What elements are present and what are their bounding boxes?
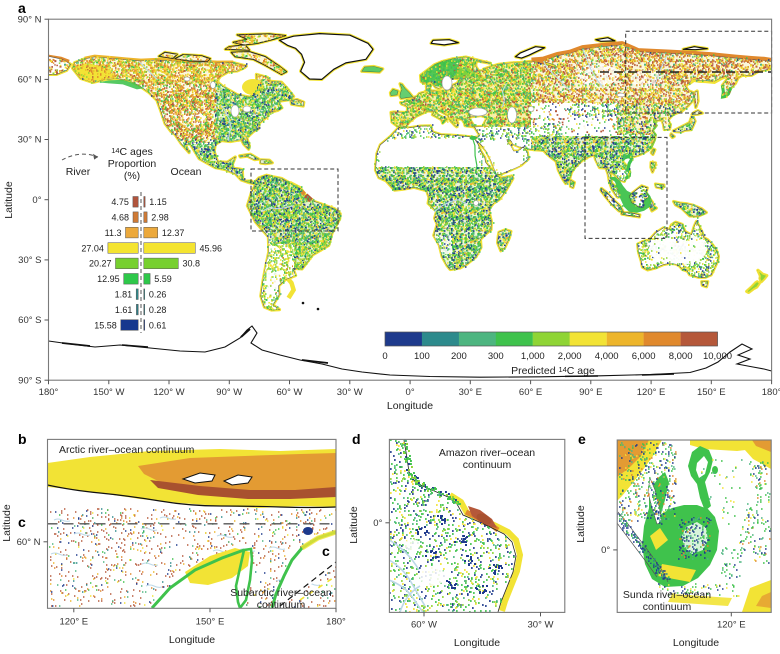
svg-text:30° W: 30° W [528, 619, 554, 630]
svg-text:180°: 180° [762, 387, 780, 398]
svg-text:Sunda river–ocean: Sunda river–ocean [623, 589, 711, 601]
svg-text:Latitude: Latitude [3, 181, 15, 219]
svg-text:2,000: 2,000 [558, 351, 582, 362]
svg-text:60° W: 60° W [411, 619, 437, 630]
svg-text:30° W: 30° W [337, 387, 363, 398]
svg-text:10,000: 10,000 [703, 351, 732, 362]
svg-text:150° E: 150° E [196, 616, 225, 627]
svg-text:60° N: 60° N [18, 75, 42, 86]
svg-text:90° N: 90° N [18, 14, 42, 25]
svg-text:20.27: 20.27 [89, 259, 112, 269]
svg-text:27.04: 27.04 [81, 243, 104, 253]
svg-text:Latitude: Latitude [1, 504, 13, 542]
svg-text:60° E: 60° E [519, 387, 542, 398]
svg-text:0°: 0° [32, 195, 41, 206]
svg-text:11.3: 11.3 [105, 228, 122, 238]
svg-text:180°: 180° [39, 387, 59, 398]
svg-text:Longitude: Longitude [454, 637, 500, 649]
svg-text:Longitude: Longitude [673, 637, 719, 649]
svg-text:c: c [18, 514, 26, 530]
svg-text:120° E: 120° E [59, 616, 88, 627]
svg-text:120° E: 120° E [717, 619, 746, 630]
svg-text:150° E: 150° E [697, 387, 726, 398]
svg-text:15.58: 15.58 [94, 320, 117, 330]
svg-text:continuum: continuum [257, 599, 306, 611]
svg-text:8,000: 8,000 [669, 351, 693, 362]
svg-text:0: 0 [382, 351, 387, 362]
svg-text:Longitude: Longitude [387, 400, 433, 412]
svg-text:1.61: 1.61 [115, 305, 133, 315]
svg-text:Arctic river–ocean continuum: Arctic river–ocean continuum [59, 444, 195, 456]
svg-text:2.98: 2.98 [151, 213, 169, 223]
svg-text:100: 100 [414, 351, 430, 362]
svg-text:continuum: continuum [643, 601, 692, 613]
svg-text:c: c [322, 543, 330, 559]
svg-text:12.95: 12.95 [97, 274, 120, 284]
svg-text:90° S: 90° S [18, 375, 41, 386]
svg-text:0.28: 0.28 [149, 305, 167, 315]
svg-text:b: b [18, 431, 27, 447]
svg-text:120° E: 120° E [637, 387, 666, 398]
svg-text:5.59: 5.59 [154, 274, 172, 284]
svg-text:90° E: 90° E [579, 387, 602, 398]
svg-text:45.96: 45.96 [200, 243, 223, 253]
svg-text:0°: 0° [373, 518, 382, 529]
svg-text:1.15: 1.15 [149, 197, 167, 207]
svg-text:Proportion: Proportion [108, 158, 157, 170]
svg-text:1,000: 1,000 [521, 351, 545, 362]
svg-text:Predicted 14C age: Predicted 14C age [511, 365, 595, 377]
svg-text:90° W: 90° W [216, 387, 242, 398]
svg-text:180°: 180° [326, 616, 346, 627]
svg-text:60° S: 60° S [18, 315, 41, 326]
svg-text:d: d [352, 431, 361, 447]
svg-text:4.68: 4.68 [111, 213, 129, 223]
svg-text:River: River [66, 166, 91, 178]
svg-text:150° W: 150° W [93, 387, 124, 398]
svg-text:200: 200 [451, 351, 467, 362]
svg-text:12.37: 12.37 [162, 228, 185, 238]
svg-text:1.81: 1.81 [115, 290, 133, 300]
svg-text:120° W: 120° W [153, 387, 184, 398]
svg-text:30.8: 30.8 [183, 259, 201, 269]
svg-text:14C ages: 14C ages [111, 146, 153, 158]
svg-text:Latitude: Latitude [348, 506, 360, 544]
svg-text:4,000: 4,000 [595, 351, 619, 362]
svg-text:continuum: continuum [463, 459, 512, 471]
svg-text:0.61: 0.61 [149, 320, 167, 330]
svg-text:30° S: 30° S [18, 255, 41, 266]
svg-text:Latitude: Latitude [575, 505, 587, 543]
svg-text:30° E: 30° E [459, 387, 482, 398]
svg-text:0.26: 0.26 [149, 290, 167, 300]
svg-text:6,000: 6,000 [632, 351, 656, 362]
svg-text:30° N: 30° N [18, 135, 42, 146]
svg-text:0°: 0° [601, 545, 610, 556]
svg-text:0°: 0° [406, 387, 415, 398]
svg-text:60° W: 60° W [277, 387, 303, 398]
svg-text:e: e [578, 431, 586, 447]
svg-text:a: a [18, 0, 26, 16]
svg-text:Subarctic river–ocean: Subarctic river–ocean [230, 587, 332, 599]
svg-text:4.75: 4.75 [111, 197, 129, 207]
svg-text:Ocean: Ocean [171, 166, 202, 178]
svg-text:300: 300 [488, 351, 504, 362]
svg-text:60° N: 60° N [17, 537, 41, 548]
svg-text:Amazon river–ocean: Amazon river–ocean [439, 447, 535, 459]
svg-text:(%): (%) [124, 170, 140, 182]
svg-text:Longitude: Longitude [169, 634, 215, 646]
